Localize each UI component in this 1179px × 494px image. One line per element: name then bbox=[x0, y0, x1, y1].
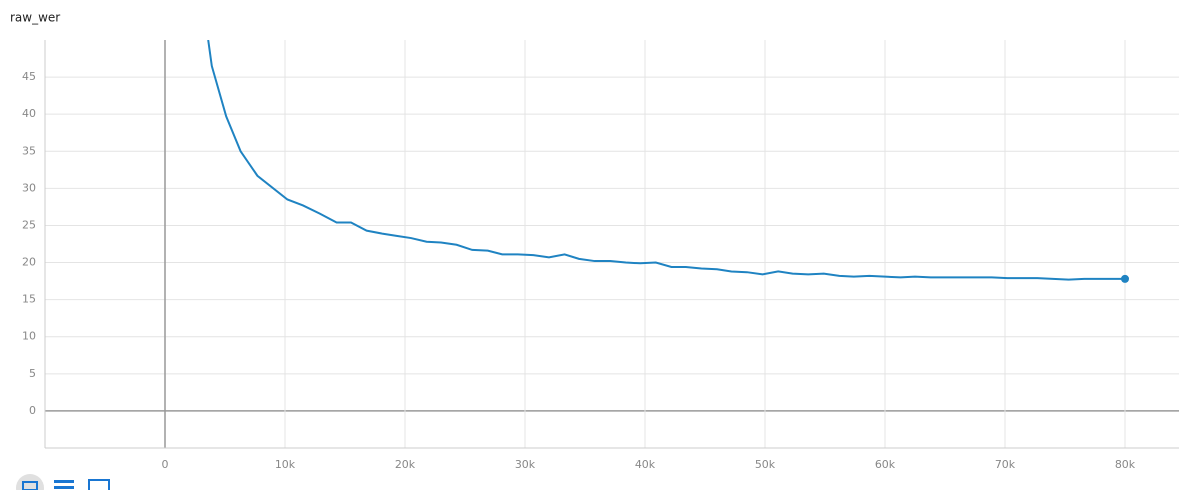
data-table-icon bbox=[54, 486, 74, 489]
x-tick-label: 50k bbox=[755, 458, 776, 471]
y-tick-label: 20 bbox=[22, 256, 36, 269]
data-table-button[interactable] bbox=[54, 480, 74, 483]
x-tick-label: 40k bbox=[635, 458, 656, 471]
y-tick-label: 25 bbox=[22, 218, 36, 231]
y-tick-label: 10 bbox=[22, 330, 36, 343]
data-line bbox=[207, 40, 1125, 281]
y-tick-label: 5 bbox=[29, 367, 36, 380]
y-tick-label: 15 bbox=[22, 293, 36, 306]
chart-title: raw_wer bbox=[10, 11, 60, 25]
x-tick-label: 0 bbox=[162, 458, 169, 471]
y-tick-label: 35 bbox=[22, 144, 36, 157]
x-tick-label: 70k bbox=[995, 458, 1016, 471]
y-tick-label: 30 bbox=[22, 181, 36, 194]
x-tick-label: 80k bbox=[1115, 458, 1136, 471]
y-tick-label: 40 bbox=[22, 107, 36, 120]
last-point bbox=[1121, 274, 1129, 283]
x-tick-label: 20k bbox=[395, 458, 416, 471]
y-tick-label: 0 bbox=[29, 404, 36, 417]
x-tick-label: 10k bbox=[275, 458, 296, 471]
fit-domain-button[interactable] bbox=[88, 479, 110, 494]
y-tick-label: 45 bbox=[22, 70, 36, 83]
toolbar bbox=[16, 474, 110, 494]
x-tick-label: 30k bbox=[515, 458, 536, 471]
x-tick-label: 60k bbox=[875, 458, 896, 471]
